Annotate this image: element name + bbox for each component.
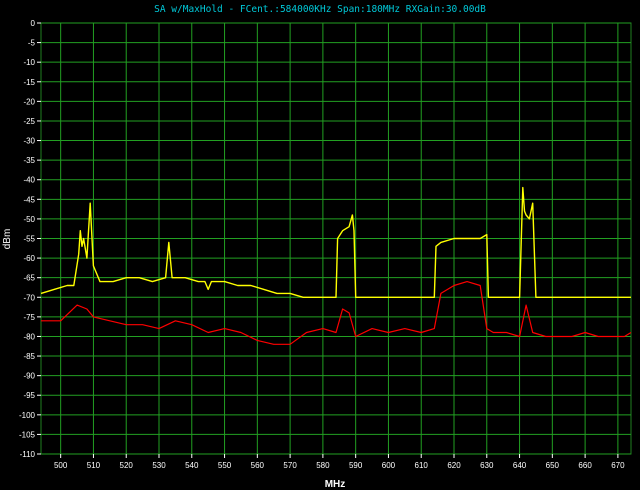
y-tick-label: -90 <box>23 372 35 381</box>
y-tick-label: -85 <box>23 352 35 361</box>
y-tick-label: -15 <box>23 78 35 87</box>
series-layer <box>40 186 632 345</box>
live-trace <box>41 281 632 345</box>
x-tick-label: 510 <box>87 461 101 470</box>
x-tick-label: 650 <box>546 461 560 470</box>
x-tick-label: 590 <box>349 461 363 470</box>
x-tick-label: 640 <box>513 461 527 470</box>
y-tick-label: -95 <box>23 391 35 400</box>
y-tick-label: -50 <box>23 215 35 224</box>
maxhold-trace <box>40 186 631 298</box>
x-axis-ticks: 500 510 520 530 540 550 560 570 580 590 600 610 620 6… <box>54 454 625 470</box>
x-tick-label: 520 <box>120 461 134 470</box>
x-tick-label: 540 <box>185 461 199 470</box>
y-tick-label: 0 <box>31 19 36 28</box>
y-tick-label: -10 <box>23 58 35 67</box>
y-tick-label: -105 <box>19 430 36 439</box>
y-tick-label: -110 <box>20 450 36 459</box>
chart-title: SA w/MaxHold - FCent.:584000KHz Span:180… <box>154 4 486 15</box>
y-tick-label: -70 <box>23 293 35 302</box>
y-tick-label: -100 <box>19 411 36 420</box>
x-tick-label: 670 <box>611 461 625 470</box>
y-tick-label: -65 <box>23 274 35 283</box>
x-tick-label: 580 <box>316 461 330 470</box>
y-tick-label: -80 <box>23 332 35 341</box>
x-tick-label: 500 <box>54 461 68 470</box>
y-tick-label: -45 <box>23 195 35 204</box>
x-tick-label: 570 <box>283 461 297 470</box>
x-tick-label: 660 <box>578 461 592 470</box>
y-tick-label: -55 <box>23 235 35 244</box>
y-tick-label: -20 <box>23 97 35 106</box>
y-tick-label: -30 <box>23 137 35 146</box>
y-tick-label: -5 <box>28 39 36 48</box>
x-tick-label: 560 <box>251 461 265 470</box>
x-tick-label: 630 <box>480 461 494 470</box>
y-tick-label: -75 <box>23 313 35 322</box>
y-tick-label: -35 <box>23 156 35 165</box>
x-tick-label: 620 <box>447 461 461 470</box>
y-tick-label: -25 <box>23 117 35 126</box>
x-tick-label: 600 <box>382 461 396 470</box>
x-axis-label: MHz <box>325 479 346 490</box>
x-tick-label: 530 <box>152 461 166 470</box>
y-axis-label: dBm <box>2 229 13 250</box>
x-tick-label: 550 <box>218 461 232 470</box>
y-tick-label: -60 <box>23 254 35 263</box>
x-tick-label: 610 <box>415 461 429 470</box>
y-tick-label: -40 <box>23 176 35 185</box>
y-axis-ticks: 0 -5 -10 -15 -20 -25 -30 -35 -40 -45 -50 -55 -60 -65 -… <box>19 19 41 459</box>
grid <box>41 22 631 455</box>
